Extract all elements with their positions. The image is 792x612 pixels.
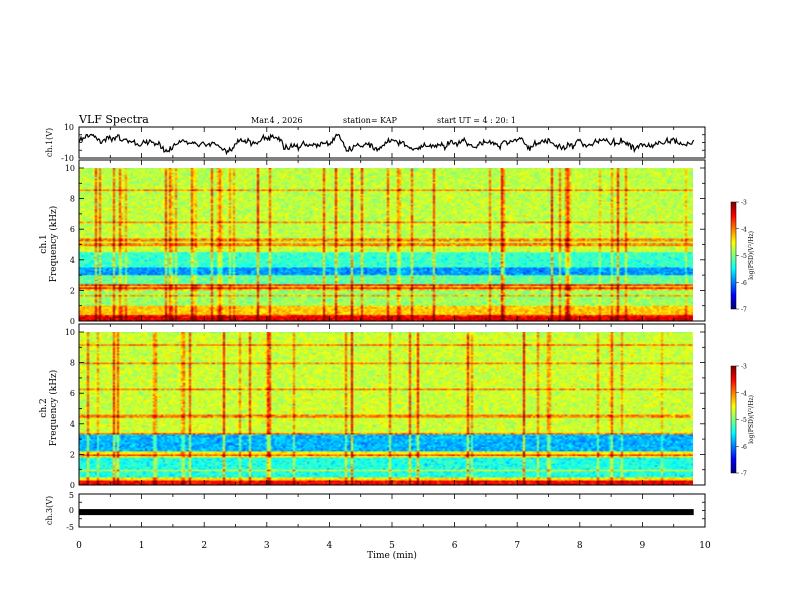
header-start-time: start UT = 4 : 20: 1 — [437, 116, 516, 125]
ch3-ytick-top: 5 — [69, 491, 74, 500]
ch3-waveform-panel: 5 0 -5 ch.3(V) — [45, 491, 706, 532]
ch1-waveform-ylabel: ch.1(V) — [45, 128, 54, 157]
ch2-spectrogram-yticks: 0 2 4 6 8 10 — [65, 328, 705, 490]
y-tick-label: 0 — [70, 317, 75, 326]
ch1-colorbar-label: log(PSD)(V²/Hz) — [748, 231, 755, 280]
ch1-spectrogram-ylabel-frequency: Frequency (kHz) — [48, 206, 59, 283]
header-date: Mar.4 , 2026 — [251, 116, 303, 125]
ch2-spectrogram-ticks — [78, 324, 706, 485]
x-tick-label: 6 — [452, 541, 458, 551]
ch2-colorbar-label: log(PSD)(V²/Hz) — [748, 395, 755, 444]
colorbar-tick-label: -4 — [741, 226, 747, 233]
ch3-ytick-middle: 0 — [69, 506, 74, 515]
ch1-colorbar-ticks: -3 -4 -5 -6 -7 — [736, 200, 747, 314]
ch3-waveform-line — [79, 509, 694, 516]
ch1-spectrogram-yticks: 0 2 4 6 8 10 — [65, 164, 705, 326]
ch1-ytick-bottom: -10 — [61, 154, 74, 163]
ch1-waveform-panel: 10 -10 ch.1(V) — [45, 123, 706, 163]
ch3-waveform-ticks — [78, 493, 706, 528]
y-tick-label: 4 — [70, 420, 75, 429]
colorbar-tick-label: -6 — [741, 280, 747, 287]
y-tick-label: 2 — [70, 450, 75, 459]
colorbar-tick-label: -6 — [741, 444, 747, 451]
ch2-colorbar-ticks: -3 -4 -5 -6 -7 — [736, 364, 747, 478]
y-tick-label: 10 — [65, 328, 75, 337]
x-tick-label: 10 — [699, 541, 711, 551]
ch1-spectrogram-ylabel-channel: ch.1 — [39, 234, 49, 253]
y-tick-label: 8 — [70, 195, 75, 204]
ch1-spectrogram-image — [79, 168, 693, 321]
colorbar-tick-label: -5 — [741, 253, 747, 260]
ch3-waveform-ylabel: ch.3(V) — [45, 496, 54, 525]
y-tick-label: 6 — [70, 389, 75, 398]
x-tick-label: 5 — [389, 541, 395, 551]
ch1-waveform-line — [79, 133, 695, 156]
x-tick-label: 1 — [139, 541, 145, 551]
y-tick-label: 2 — [70, 286, 75, 295]
ch1-ytick-top: 10 — [64, 123, 74, 132]
ch2-spectrogram-ylabel-channel: ch.2 — [39, 398, 49, 417]
ch2-colorbar — [731, 366, 736, 473]
x-tick-label: 2 — [201, 541, 207, 551]
colorbar-tick-label: -7 — [741, 471, 747, 478]
x-axis-label: Time (min) — [367, 550, 417, 561]
colorbar-tick-label: -3 — [741, 200, 747, 207]
y-tick-label: 10 — [65, 164, 75, 173]
colorbar-tick-label: -5 — [741, 417, 747, 424]
ch1-waveform-ticks — [78, 126, 706, 159]
y-tick-label: 8 — [70, 359, 75, 368]
ch1-spectrogram-ticks — [78, 160, 706, 321]
ch2-spectrogram-image — [79, 332, 693, 485]
ch1-colorbar — [731, 202, 736, 309]
x-tick-label: 7 — [514, 541, 520, 551]
x-axis-tick-labels: 0 1 2 3 4 5 6 7 8 9 10 — [76, 541, 711, 551]
y-tick-label: 4 — [70, 256, 75, 265]
ch2-spectrogram-ylabel-frequency: Frequency (kHz) — [48, 370, 59, 447]
ch3-ytick-bottom: -5 — [66, 523, 74, 532]
x-tick-label: 4 — [327, 541, 333, 551]
x-tick-label: 9 — [640, 541, 646, 551]
x-tick-label: 8 — [577, 541, 583, 551]
y-tick-label: 0 — [70, 481, 75, 490]
x-tick-label: 0 — [76, 541, 82, 551]
colorbar-tick-label: -7 — [741, 307, 747, 314]
x-tick-label: 3 — [264, 541, 270, 551]
header-station: station= KAP — [343, 116, 398, 125]
colorbar-tick-label: -3 — [741, 364, 747, 371]
colorbar-tick-label: -4 — [741, 390, 747, 397]
y-tick-label: 6 — [70, 225, 75, 234]
figure-title: VLF Spectra — [78, 113, 149, 126]
